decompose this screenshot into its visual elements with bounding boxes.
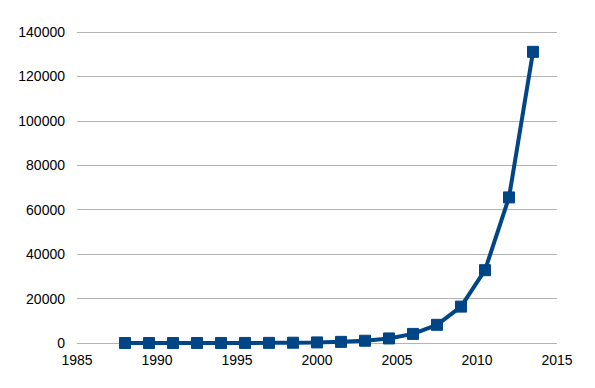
svg-text:2000: 2000: [301, 352, 332, 368]
svg-text:20000: 20000: [26, 291, 65, 307]
svg-text:2015: 2015: [541, 352, 572, 368]
svg-text:120000: 120000: [18, 68, 65, 84]
svg-text:100000: 100000: [18, 113, 65, 129]
svg-text:140000: 140000: [18, 24, 65, 40]
svg-text:1990: 1990: [141, 352, 172, 368]
svg-text:1985: 1985: [61, 352, 92, 368]
svg-text:2005: 2005: [381, 352, 412, 368]
svg-text:2010: 2010: [461, 352, 492, 368]
svg-text:40000: 40000: [26, 246, 65, 262]
svg-text:0: 0: [57, 335, 65, 351]
svg-text:80000: 80000: [26, 157, 65, 173]
svg-text:1995: 1995: [221, 352, 252, 368]
svg-text:60000: 60000: [26, 202, 65, 218]
